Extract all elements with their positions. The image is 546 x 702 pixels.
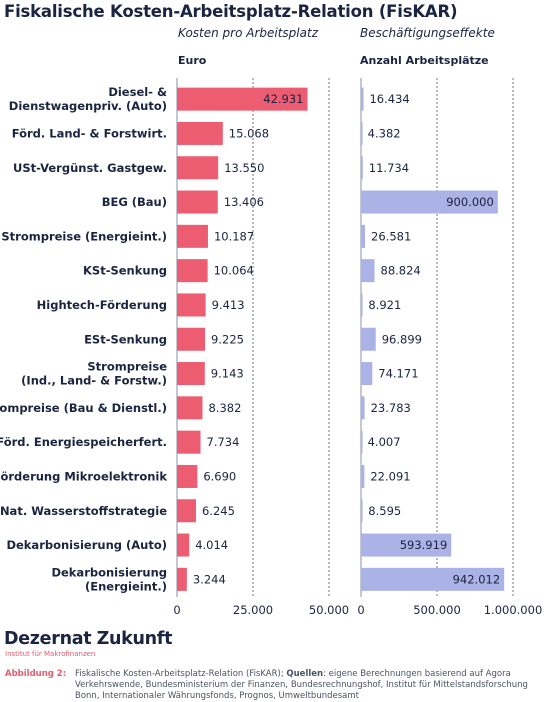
category-label: BEG (Bau) bbox=[102, 195, 167, 209]
right-value-label: 593.919 bbox=[400, 538, 448, 552]
category-label: Strompreise (Ind., Land- & Forstw.) bbox=[21, 360, 167, 388]
category-label: Dekarbonisierung (Auto) bbox=[6, 538, 167, 552]
left-value-label: 8.382 bbox=[208, 401, 241, 415]
brand-logo: Dezernat Zukunft bbox=[4, 629, 173, 649]
right-value-label: 22.091 bbox=[370, 469, 410, 483]
right-value-label: 4.007 bbox=[368, 435, 401, 449]
right-bar bbox=[361, 533, 452, 557]
right-value-label: 900.000 bbox=[446, 195, 494, 209]
left-bar bbox=[177, 362, 205, 386]
left-value-label: 9.413 bbox=[212, 298, 245, 312]
right-bar bbox=[361, 430, 363, 454]
left-bar bbox=[177, 327, 206, 351]
right-value-label: 8.921 bbox=[368, 298, 401, 312]
left-value-label: 9.143 bbox=[211, 367, 244, 381]
brand-subtitle: Institut für Makrofinanzen bbox=[5, 650, 96, 658]
category-label: Förderung Mikroelektronik bbox=[0, 469, 167, 483]
category-label: Diesel- & Dienstwagenpriv. (Auto) bbox=[9, 85, 167, 113]
left-tick-label: 25.000 bbox=[233, 603, 273, 617]
right-value-label: 11.734 bbox=[369, 161, 409, 175]
right-value-label: 74.171 bbox=[378, 367, 418, 381]
right-tick-label: 1.000.000 bbox=[484, 603, 543, 617]
left-value-label: 6.690 bbox=[203, 469, 236, 483]
left-panel-title: Kosten pro Arbeitsplatz bbox=[178, 26, 318, 40]
left-bar bbox=[177, 499, 196, 523]
left-value-label: 3.244 bbox=[193, 572, 226, 586]
left-value-label: 42.931 bbox=[263, 92, 303, 106]
left-bar bbox=[177, 464, 198, 488]
left-panel-unit: Euro bbox=[178, 54, 207, 67]
left-bar bbox=[177, 567, 187, 591]
left-value-label: 13.550 bbox=[224, 161, 264, 175]
right-value-label: 26.581 bbox=[371, 229, 411, 243]
right-tick-label: 0 bbox=[357, 603, 364, 617]
right-value-label: 96.899 bbox=[382, 332, 422, 346]
left-value-label: 6.245 bbox=[202, 504, 235, 518]
category-label: Strompreise (Energieint.) bbox=[1, 229, 167, 243]
right-value-label: 942.012 bbox=[453, 572, 501, 586]
left-value-label: 13.406 bbox=[224, 195, 264, 209]
category-label: Nat. Wasserstoffstrategie bbox=[0, 504, 167, 518]
left-bar bbox=[177, 259, 208, 283]
left-bar bbox=[177, 224, 208, 248]
right-bar bbox=[361, 362, 373, 386]
right-value-label: 8.595 bbox=[368, 504, 401, 518]
right-bar bbox=[361, 464, 365, 488]
figure-label: Abbildung 2: bbox=[5, 669, 67, 679]
left-bar bbox=[177, 87, 308, 111]
figure-caption: Fiskalische Kosten-Arbeitsplatz-Relation… bbox=[75, 669, 528, 701]
left-bar bbox=[177, 293, 206, 317]
fiskar-chart: 0 25.000 50.000 0 500.000 1.000.000 Diesel- & D… bbox=[0, 78, 543, 617]
category-label: Förd. Land- & Forstwirt. bbox=[12, 126, 167, 140]
right-tick-label: 500.000 bbox=[413, 603, 461, 617]
right-bar bbox=[361, 499, 363, 523]
left-bar bbox=[177, 533, 190, 557]
right-bar bbox=[361, 224, 366, 248]
left-bar bbox=[177, 396, 203, 420]
right-bar bbox=[361, 567, 505, 591]
left-bar bbox=[177, 121, 223, 145]
category-label: Förd. Energiespeicherfert. bbox=[0, 435, 167, 449]
category-label: ESt-Senkung bbox=[84, 332, 167, 346]
left-tick-label: 50.000 bbox=[309, 603, 349, 617]
category-label: KSt-Senkung bbox=[83, 264, 167, 278]
right-value-label: 16.434 bbox=[369, 92, 409, 106]
right-bar bbox=[361, 327, 376, 351]
left-bar bbox=[177, 190, 218, 214]
right-value-label: 4.382 bbox=[368, 126, 401, 140]
left-bar bbox=[177, 430, 201, 454]
left-value-label: 4.014 bbox=[195, 538, 228, 552]
category-label: Strompreise (Bau & Dienstl.) bbox=[0, 401, 167, 415]
right-bar bbox=[361, 121, 363, 145]
right-bar bbox=[361, 293, 363, 317]
left-value-label: 9.225 bbox=[211, 332, 244, 346]
left-value-label: 10.064 bbox=[214, 264, 254, 278]
right-bar bbox=[361, 396, 365, 420]
right-panel-title: Beschäftigungseffekte bbox=[360, 26, 495, 40]
left-value-label: 10.187 bbox=[214, 229, 254, 243]
right-value-label: 23.783 bbox=[371, 401, 411, 415]
left-bar bbox=[177, 156, 219, 180]
right-bar bbox=[361, 259, 375, 283]
right-bar bbox=[361, 156, 363, 180]
right-bar bbox=[361, 190, 498, 214]
category-label: USt-Vergünst. Gastgew. bbox=[13, 161, 167, 175]
left-value-label: 15.068 bbox=[229, 126, 269, 140]
category-label: Hightech-Förderung bbox=[37, 298, 167, 312]
category-label: Dekarbonisierung (Energieint.) bbox=[51, 565, 167, 593]
right-bar bbox=[361, 87, 364, 111]
right-value-label: 88.824 bbox=[381, 264, 421, 278]
left-value-label: 7.734 bbox=[207, 435, 240, 449]
chart-title: Fiskalische Kosten-Arbeitsplatz-Relation… bbox=[4, 2, 458, 21]
right-panel-unit: Anzahl Arbeitsplätze bbox=[360, 54, 489, 67]
left-tick-label: 0 bbox=[173, 603, 180, 617]
